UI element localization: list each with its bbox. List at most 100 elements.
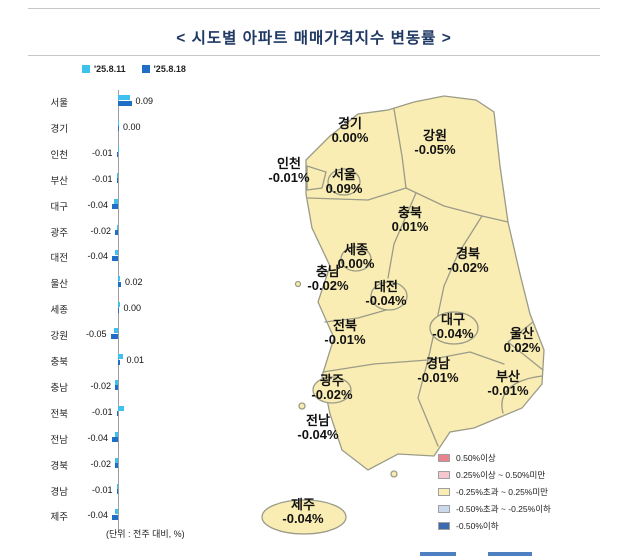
map-islet-3 — [390, 470, 398, 478]
bar-category-label: 인천 — [50, 149, 68, 161]
color-legend-label: -0.50%초과 ~ -0.25%이하 — [456, 503, 551, 514]
color-legend-swatch-icon — [438, 504, 450, 513]
map-region-name: 강원 — [423, 128, 447, 143]
map-jeju-island — [261, 499, 347, 535]
bar-0818 — [115, 230, 118, 235]
map-label-incheon: 인천-0.01% — [268, 156, 310, 185]
bar-0811 — [115, 457, 118, 463]
series-0811-label: '25.8.11 — [94, 64, 126, 74]
map-region-value: -0.01% — [487, 383, 529, 398]
bar-category-label: 강원 — [50, 331, 68, 343]
map-region-value: 0.00% — [332, 130, 369, 145]
color-legend: 0.50%이상 0.25%이상 ~ 0.50%미만 -0.25%초과 ~ 0.25%… — [438, 449, 551, 534]
map-region-name: 충북 — [398, 205, 422, 220]
bar-row-경북: 경북 -0.02 — [28, 451, 242, 477]
bar-0811 — [115, 379, 118, 385]
map-region-seoul — [327, 168, 361, 196]
map-label-jeonbuk: 전북-0.01% — [324, 318, 366, 347]
color-legend-swatch-icon — [438, 470, 450, 479]
map-region-gwangju — [312, 376, 352, 404]
bar-value-label: -0.02 — [90, 225, 111, 236]
map-region-name: 광주 — [320, 373, 344, 388]
map-label-gyeonggi: 경기0.00% — [332, 116, 369, 145]
map-region-value: 0.02% — [504, 340, 541, 355]
bar-category-label: 부산 — [50, 175, 68, 187]
bar-row-충북: 충북 0.01 — [28, 347, 242, 373]
map-label-seoul: 서울0.09% — [326, 167, 363, 196]
map-region-value: -0.04% — [432, 326, 474, 341]
map-label-daegu: 대구-0.04% — [432, 312, 474, 341]
bar-value-label: -0.01 — [91, 484, 113, 495]
bar-0811 — [116, 483, 118, 489]
map-mainland — [305, 95, 545, 471]
bar-value-label: 0.00 — [123, 303, 142, 314]
map-region-name: 전북 — [333, 318, 357, 333]
bar-chart: 서울 0.09 경기 0.00 인천 -0.01 부산 -0.01 대구 -0.04 광주 -0.02… — [28, 88, 242, 538]
color-legend-item: -0.50%초과 ~ -0.25%이하 — [438, 500, 551, 517]
bar-0818 — [110, 333, 118, 339]
bar-category-label: 울산 — [50, 279, 68, 291]
color-legend-label: -0.50%이하 — [456, 520, 499, 531]
border-gyeongbuk-gyeongnam — [427, 351, 505, 365]
bar-0818 — [116, 178, 118, 184]
bar-0818 — [112, 255, 118, 261]
map-label-daejeon: 대전-0.04% — [365, 279, 407, 308]
color-legend-swatch-icon — [438, 487, 450, 496]
map-region-name: 제주 — [291, 497, 315, 512]
map-label-jeonnam: 전남-0.04% — [297, 413, 339, 442]
bar-0818 — [116, 411, 118, 417]
bar-0811 — [118, 146, 119, 152]
bar-0811 — [113, 328, 118, 334]
map-islet-1 — [294, 280, 302, 288]
bar-row-제주: 제주 -0.04 — [28, 502, 242, 528]
bar-value-label: -0.02 — [90, 458, 111, 469]
color-legend-swatch-icon — [438, 521, 450, 530]
map-label-gyeongnam: 경남-0.01% — [417, 356, 459, 385]
border-gangwon-chungbuk — [405, 187, 509, 223]
series-legend: '25.8.11 '25.8.18 — [82, 64, 186, 74]
bar-0811 — [118, 302, 120, 308]
bar-category-label: 대전 — [50, 253, 68, 265]
map-region-value: 0.01% — [392, 219, 429, 234]
bar-0811 — [118, 405, 124, 411]
map-region-value: -0.04% — [297, 427, 339, 442]
bar-0811 — [118, 95, 130, 100]
bar-0818 — [118, 281, 121, 287]
bar-category-label: 충북 — [50, 357, 68, 368]
map-label-sejong: 세종0.00% — [338, 242, 375, 271]
bar-value-label: -0.05 — [85, 329, 107, 340]
border-chungnam-chungbuk — [387, 192, 417, 279]
bar-category-label: 전남 — [50, 434, 68, 446]
bar-row-서울: 서울 0.09 — [28, 88, 242, 114]
bar-0818 — [112, 437, 118, 443]
bar-row-경남: 경남 -0.01 — [28, 477, 242, 503]
bar-value-label: -0.04 — [87, 199, 108, 210]
bar-value-label: 0.09 — [135, 96, 154, 106]
bar-value-label: -0.01 — [91, 406, 113, 417]
bar-0818 — [116, 152, 118, 158]
bar-value-label: -0.04 — [87, 251, 108, 262]
map-region-value: 0.00% — [338, 256, 375, 271]
map-label-gwangju: 광주-0.02% — [311, 373, 353, 402]
bar-category-label: 제주 — [50, 512, 68, 524]
bar-row-대구: 대구 -0.04 — [28, 192, 242, 218]
map-region-value: -0.01% — [268, 170, 310, 185]
color-legend-label: 0.25%이상 ~ 0.50%미만 — [456, 469, 546, 480]
bar-0811 — [116, 172, 118, 178]
bar-0818 — [118, 359, 120, 365]
map-region-value: 0.09% — [326, 181, 363, 196]
bar-0811 — [115, 250, 118, 256]
map-region-value: -0.02% — [311, 387, 353, 402]
border-busan — [501, 375, 543, 414]
bar-value-label: -0.04 — [87, 432, 108, 443]
bar-category-label: 대구 — [50, 201, 68, 213]
bar-value-label: -0.02 — [90, 380, 111, 391]
bar-category-label: 경북 — [50, 460, 68, 472]
decor-dash-1 — [420, 552, 456, 556]
bar-0818 — [115, 463, 118, 469]
border-gyeonggi-south — [307, 187, 407, 201]
map-region-value: -0.05% — [414, 142, 456, 157]
map-region-name: 인천 — [277, 156, 301, 171]
bar-0818 — [116, 489, 118, 494]
map-region-value: -0.01% — [324, 332, 366, 347]
